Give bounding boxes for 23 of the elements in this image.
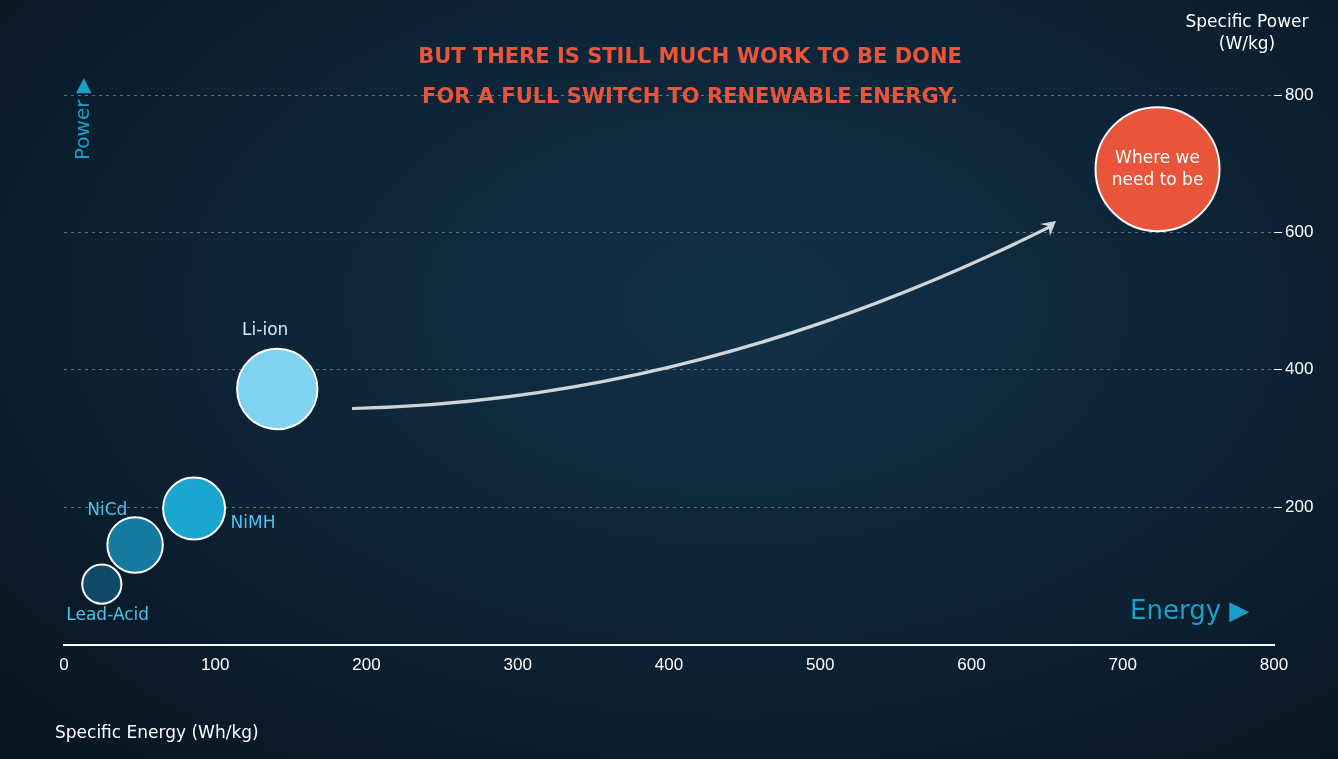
y-tick-label: 200 [1285,496,1314,516]
x-tick-label: 400 [654,655,684,675]
x-tick-label: 300 [503,655,532,675]
x-tick-label: 200 [352,655,381,675]
y-axis-title: Specific Power (W/kg) [1184,10,1310,54]
annotation: Power ▶ [70,77,94,160]
x-tick-label: 100 [201,655,230,675]
x-tick-label: 0 [59,655,69,675]
x-tick-label: 600 [957,655,986,675]
x-tick-label: 700 [1108,655,1137,675]
y-tick-label: 800 [1285,84,1314,104]
x-axis-title: Specific Energy (Wh/kg) [55,722,259,742]
series-label: NiCd [87,498,128,519]
x-tick-label: 500 [806,655,835,675]
y-tick-label: 600 [1285,222,1314,242]
series-label: Li-ion [242,319,289,340]
annotation: Energy ▶ [1130,595,1250,625]
y-tick-label: 400 [1285,359,1314,379]
series-label: Where we need to be [1111,146,1204,189]
series-label: Lead-Acid [66,603,150,624]
x-tick-label: 800 [1259,655,1289,675]
series-label: NiMH [230,512,276,533]
chart-title: BUT THERE IS STILL MUCH WORK TO BE DONE FOR A FULL SWITCH TO RENEWABLE ENERGY. [417,43,963,110]
